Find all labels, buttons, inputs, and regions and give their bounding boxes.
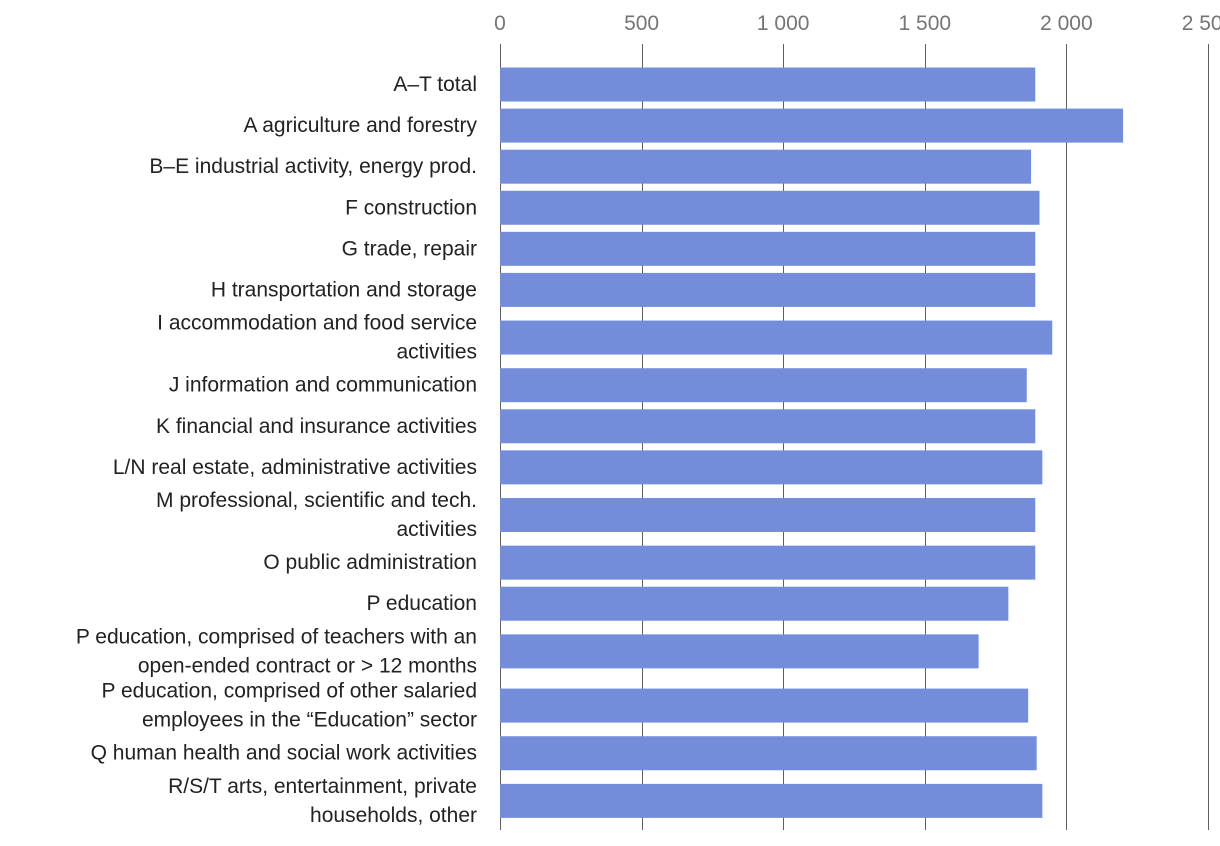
- category-label: activities: [396, 341, 477, 364]
- bars: [500, 67, 1124, 818]
- category-label: A–T total: [393, 73, 477, 96]
- category-label: Q human health and social work activitie…: [91, 742, 477, 765]
- category-label: I accommodation and food service: [157, 312, 477, 335]
- bar: [500, 149, 1031, 184]
- bar: [500, 409, 1036, 444]
- category-label: P education, comprised of other salaried: [102, 680, 478, 703]
- category-label: R/S/T arts, entertainment, private: [168, 775, 477, 798]
- category-label: B–E industrial activity, energy prod.: [149, 155, 477, 178]
- category-label: open-ended contract or > 12 months: [138, 654, 477, 677]
- category-label: employees in the “Education” sector: [142, 709, 477, 732]
- bar: [500, 586, 1009, 621]
- x-tick-label: 1 000: [757, 12, 810, 35]
- category-label: activities: [396, 518, 477, 541]
- category-label: K financial and insurance activities: [156, 415, 477, 438]
- category-label: L/N real estate, administrative activiti…: [113, 456, 477, 479]
- bar: [500, 736, 1037, 771]
- bar: [500, 688, 1029, 723]
- category-label: households, other: [310, 804, 477, 827]
- x-tick-label: 1 500: [899, 12, 952, 35]
- bar: [500, 368, 1027, 403]
- x-tick-label: 0: [494, 12, 506, 35]
- bar: [500, 545, 1036, 580]
- bar: [500, 231, 1036, 266]
- category-label: J information and communication: [169, 374, 477, 397]
- bar: [500, 67, 1036, 102]
- x-tick-label: 500: [624, 12, 659, 35]
- x-axis-tick-labels: 0 500 1 000 1 500 2 000 2 500: [494, 12, 1220, 35]
- x-tick-label: 2 500: [1182, 12, 1220, 35]
- category-label: O public administration: [263, 551, 477, 574]
- bar: [500, 634, 979, 669]
- category-label: P education, comprised of teachers with …: [76, 625, 477, 648]
- bar: [500, 190, 1040, 225]
- category-label: G trade, repair: [342, 237, 477, 260]
- bar: [500, 320, 1053, 355]
- x-tick-label: 2 000: [1040, 12, 1093, 35]
- category-label: H transportation and storage: [211, 278, 477, 301]
- category-labels: A–T total A agriculture and forestry B–E i…: [76, 73, 478, 827]
- bar: [500, 498, 1036, 533]
- category-label: A agriculture and forestry: [244, 114, 478, 137]
- bar: [500, 272, 1036, 307]
- category-label: P education: [366, 592, 477, 615]
- bar: [500, 450, 1043, 485]
- bar: [500, 783, 1043, 818]
- bar: [500, 108, 1124, 143]
- category-label: F construction: [345, 196, 477, 219]
- category-label: M professional, scientific and tech.: [156, 489, 477, 512]
